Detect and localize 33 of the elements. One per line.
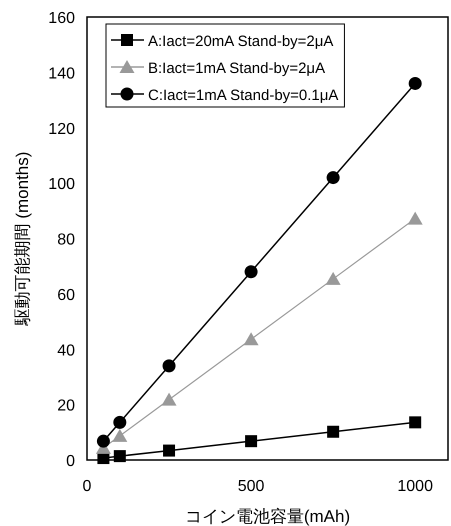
y-tick-label: 140	[48, 65, 76, 82]
x-tick-label: 0	[82, 478, 92, 495]
point	[162, 392, 177, 406]
point	[245, 435, 258, 448]
point	[244, 332, 259, 346]
point	[113, 416, 126, 429]
legend-label: C:Iact=1mA Stand-by=0.1μA	[148, 87, 338, 104]
legend-label: A:Iact=20mA Stand-by=2μA	[148, 33, 334, 50]
x-tick-label: 1000	[397, 478, 434, 495]
point	[96, 434, 110, 448]
x-tick-label: 500	[238, 478, 265, 495]
point	[326, 171, 340, 184]
point	[114, 450, 126, 462]
y-tick-label: 60	[57, 286, 76, 304]
y-tick-label: 20	[57, 398, 76, 415]
y-tick-label: 160	[48, 10, 76, 27]
y-tick-label: 100	[48, 176, 76, 194]
point	[327, 426, 340, 438]
x-axis-title: コイン電池容量(mAh)	[184, 507, 350, 526]
y-tick-label: 80	[57, 232, 76, 248]
point	[408, 212, 423, 225]
point	[408, 76, 422, 90]
point	[162, 359, 176, 372]
y-axis-title: 駆動可能期間 (months)	[13, 152, 32, 326]
point	[244, 265, 258, 278]
point	[112, 428, 128, 442]
point	[326, 272, 341, 285]
y-tick-label: 0	[66, 453, 76, 470]
y-tick-label: 120	[48, 120, 76, 138]
legend-label: B:Iact=1mA Stand-by=2μA	[148, 60, 326, 77]
point	[409, 416, 422, 428]
point	[163, 444, 176, 457]
y-tick-label: 40	[57, 342, 76, 360]
